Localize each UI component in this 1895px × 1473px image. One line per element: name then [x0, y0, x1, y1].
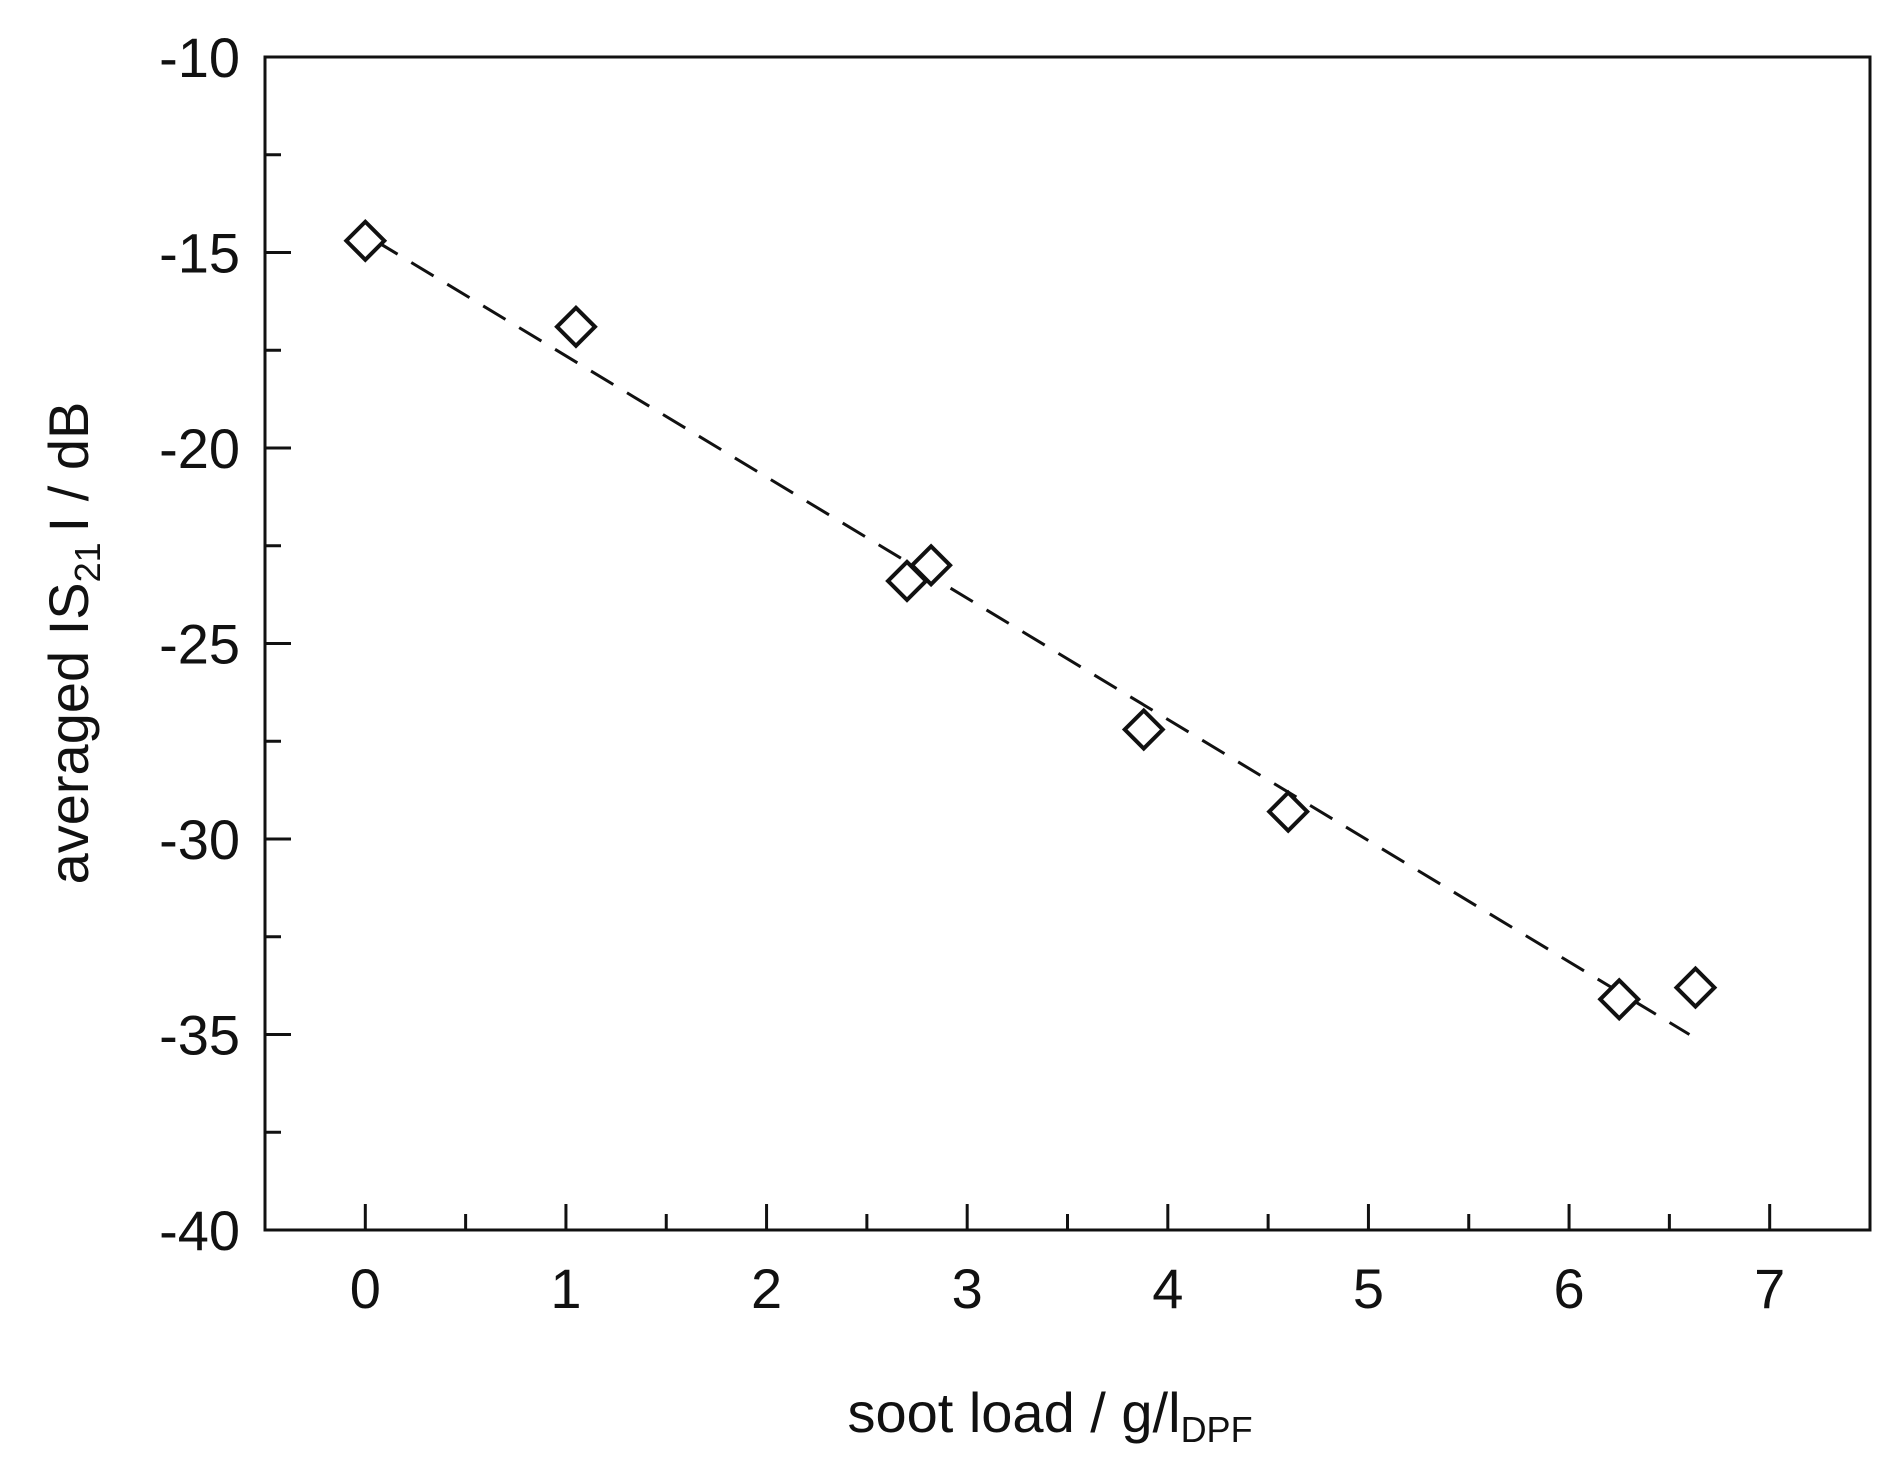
x-tick-label: 7: [1754, 1257, 1785, 1320]
y-tick-label: -10: [159, 26, 240, 89]
data-point: [1597, 977, 1642, 1022]
y-axis-title: averaged IS21 I / dB: [37, 402, 108, 885]
data-point: [554, 304, 598, 349]
x-tick-label: 3: [952, 1257, 983, 1320]
y-tick-label: -35: [159, 1004, 240, 1067]
x-axis-separator: /: [1075, 1381, 1122, 1444]
data-point: [909, 543, 953, 588]
x-axis-unit-subscript: DPF: [1181, 1409, 1253, 1450]
data-points: [343, 218, 1718, 1022]
x-tick-label: 1: [550, 1257, 581, 1320]
y-axis-ticks: -10 -15 -20 -25 -30 -35 -40: [159, 26, 291, 1262]
data-point: [1266, 789, 1311, 834]
fit-line: [374, 239, 1691, 1036]
y-tick-label: -40: [159, 1199, 240, 1262]
y-tick-label: -20: [159, 417, 240, 480]
plot-frame: [263, 55, 1872, 1232]
y-axis-unit: I / dB: [37, 402, 100, 533]
data-point: [1121, 707, 1166, 752]
x-tick-label: 2: [751, 1257, 782, 1320]
x-axis-title: soot load / g/lDPF: [847, 1381, 1252, 1450]
x-tick-label: 6: [1553, 1257, 1584, 1320]
x-axis-unit: g/l: [1121, 1381, 1180, 1444]
x-tick-label: 5: [1353, 1257, 1384, 1320]
x-tick-label: 0: [350, 1257, 381, 1320]
x-axis-ticks: 0 1 2 3 4 5 6 7: [350, 1204, 1785, 1320]
y-axis-label-subscript: 21: [67, 542, 108, 582]
y-tick-label: -30: [159, 808, 240, 871]
x-axis-label: soot load: [847, 1381, 1074, 1444]
y-axis-label: averaged IS: [37, 582, 100, 884]
y-tick-label: -25: [159, 613, 240, 676]
data-point: [1673, 965, 1718, 1010]
data-point: [343, 218, 388, 263]
y-tick-label: -15: [159, 222, 240, 285]
x-tick-label: 4: [1152, 1257, 1183, 1320]
